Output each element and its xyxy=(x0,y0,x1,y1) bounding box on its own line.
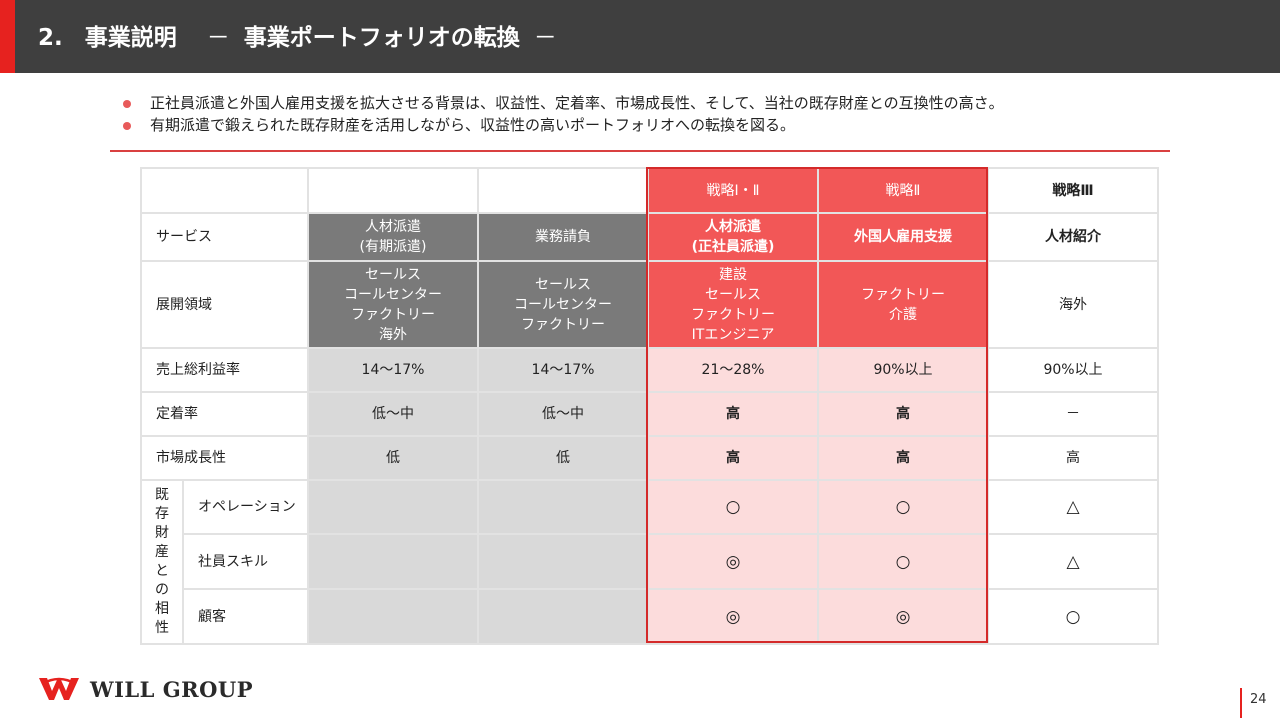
title-dash-end: － xyxy=(533,25,557,51)
table-cell: セールス コールセンター ファクトリー 海外 xyxy=(307,260,479,349)
bullet-item: 有期派遣で鍛えられた既存財産を活用しながら、収益性の高いポートフォリオへの転換を… xyxy=(120,114,1004,136)
table-cell: 低～中 xyxy=(477,391,649,437)
row-label: 定着率 xyxy=(140,391,309,437)
table-cell: 人材派遣 (有期派遣) xyxy=(307,212,479,262)
table-cell: ファクトリー 介護 xyxy=(817,260,989,349)
table-cell: 人材紹介 xyxy=(987,212,1159,262)
table-cell: 外国人雇用支援 xyxy=(817,212,989,262)
table-cell: セールス コールセンター ファクトリー xyxy=(477,260,649,349)
row-label: 展開領域 xyxy=(140,260,309,349)
table-cell: ◎ xyxy=(817,588,989,645)
table-cell: 90%以上 xyxy=(817,347,989,393)
section-divider xyxy=(110,150,1170,152)
table-row-margin: 売上総利益率 14～17% 14～17% 21～28% 90%以上 90%以上 xyxy=(140,347,1159,393)
row-label: オペレーション xyxy=(182,479,309,535)
company-logo: WILL GROUP xyxy=(38,674,253,704)
row-label: サービス xyxy=(140,212,309,262)
table-cell: － xyxy=(987,391,1159,437)
title-dash: － xyxy=(206,25,230,51)
table-cell: 高 xyxy=(817,435,989,481)
table-cell: 高 xyxy=(647,435,819,481)
table-cell: 低 xyxy=(307,435,479,481)
header-cell-empty xyxy=(307,167,479,214)
table-row-domain: 展開領域 セールス コールセンター ファクトリー 海外 セールス コールセンター… xyxy=(140,260,1159,349)
table-cell: 低～中 xyxy=(307,391,479,437)
table-cell: △ xyxy=(987,533,1159,590)
row-label: 売上総利益率 xyxy=(140,347,309,393)
table-cell xyxy=(307,479,479,535)
table-cell xyxy=(307,588,479,645)
slide-title: 2. 事業説明 － 事業ポートフォリオの転換 － xyxy=(38,0,557,73)
table-cell: 14～17% xyxy=(307,347,479,393)
table-cell: 高 xyxy=(817,391,989,437)
will-group-logo-icon xyxy=(39,677,79,700)
table-cell: ◎ xyxy=(647,533,819,590)
table-cell: ◎ xyxy=(647,588,819,645)
header-strategy-2: 戦略Ⅱ xyxy=(817,167,989,214)
table-cell xyxy=(477,479,649,535)
table-cell: ○ xyxy=(647,479,819,535)
table-cell: 建設 セールス ファクトリー ITエンジニア xyxy=(647,260,819,349)
section-title: 事業説明 xyxy=(84,25,177,51)
header-accent-bar xyxy=(0,0,15,73)
table-cell: 90%以上 xyxy=(987,347,1159,393)
company-name: WILL GROUP xyxy=(90,676,254,702)
table-cell xyxy=(477,588,649,645)
table-cell: ○ xyxy=(817,479,989,535)
table-header-row: 戦略Ⅰ・Ⅱ 戦略Ⅱ 戦略Ⅲ xyxy=(140,167,1159,214)
table-row-compat-operation: 既存財産との相性 オペレーション ○ ○ △ xyxy=(140,479,1159,645)
bullet-list: 正社員派遣と外国人雇用支援を拡大させる背景は、収益性、定着率、市場成長性、そして… xyxy=(120,92,1004,136)
table-cell: ○ xyxy=(987,588,1159,645)
bullet-dot-icon xyxy=(123,122,131,130)
row-label: 顧客 xyxy=(182,588,309,645)
table-cell: ○ xyxy=(817,533,989,590)
table-cell xyxy=(307,533,479,590)
bullet-item: 正社員派遣と外国人雇用支援を拡大させる背景は、収益性、定着率、市場成長性、そして… xyxy=(120,92,1004,114)
table-row-retention: 定着率 低～中 低～中 高 高 － xyxy=(140,391,1159,437)
table-row-growth: 市場成長性 低 低 高 高 高 xyxy=(140,435,1159,481)
table-cell: 業務請負 xyxy=(477,212,649,262)
table-row-compat-customer: 顧客 ◎ ◎ ○ xyxy=(141,588,1159,645)
section-subtitle: 事業ポートフォリオの転換 xyxy=(243,25,520,51)
table-cell: 高 xyxy=(987,435,1159,481)
portfolio-table: 戦略Ⅰ・Ⅱ 戦略Ⅱ 戦略Ⅲ サービス 人材派遣 (有期派遣) 業務請負 人材派遣… xyxy=(140,167,1159,645)
table-cell: 高 xyxy=(647,391,819,437)
section-number: 2. xyxy=(38,25,63,51)
table-cell: 海外 xyxy=(987,260,1159,349)
table-cell xyxy=(477,533,649,590)
page-number: 24 xyxy=(1250,692,1267,707)
table-cell: 14～17% xyxy=(477,347,649,393)
page-number-bar xyxy=(1240,688,1242,718)
bullet-dot-icon xyxy=(123,100,131,108)
table-row-service: サービス 人材派遣 (有期派遣) 業務請負 人材派遣 (正社員派遣) 外国人雇用… xyxy=(140,212,1159,262)
header-strategy-3: 戦略Ⅲ xyxy=(987,167,1159,214)
table-row-compat-skill: 社員スキル ◎ ○ △ xyxy=(141,533,1159,590)
slide-header: 2. 事業説明 － 事業ポートフォリオの転換 － xyxy=(0,0,1280,73)
table-cell: 21～28% xyxy=(647,347,819,393)
table-cell: △ xyxy=(987,479,1159,535)
header-strategy-1-2: 戦略Ⅰ・Ⅱ xyxy=(647,167,819,214)
header-cell-empty xyxy=(477,167,649,214)
row-label: 市場成長性 xyxy=(140,435,309,481)
table-cell: 低 xyxy=(477,435,649,481)
header-cell-empty xyxy=(140,167,309,214)
compat-group-label: 既存財産との相性 xyxy=(140,479,184,645)
table-cell: 人材派遣 (正社員派遣) xyxy=(647,212,819,262)
row-label: 社員スキル xyxy=(182,533,309,590)
